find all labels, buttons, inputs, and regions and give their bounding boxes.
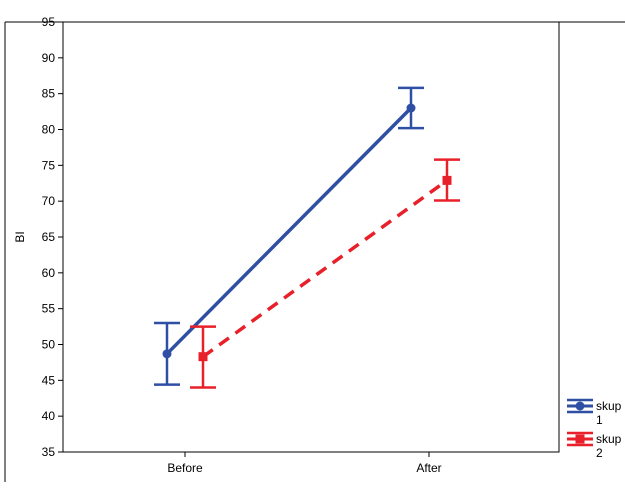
series-line-1 [165,106,413,356]
data-point [442,175,452,185]
y-tick-label: 45 [42,373,56,387]
y-tick-label: 65 [42,230,56,244]
x-tick-label: Before [167,461,203,475]
y-tick-label: 50 [42,338,56,352]
plot-area-frame [62,21,560,453]
y-tick-label: 90 [42,51,56,65]
data-point [198,352,208,362]
y-tick-label: 95 [42,15,56,29]
y-tick-label: 35 [42,445,56,459]
legend-marker [575,434,585,444]
series-layer [154,86,460,389]
y-tick-label: 75 [42,158,56,172]
y-tick-label: 80 [42,123,56,137]
axis-ticks: 35 40 45 50 55 60 65 70 75 80 85 90 95 Before After [42,15,442,475]
legend: skup 1 skup 2 [567,398,622,460]
y-tick-label: 60 [42,266,56,280]
y-tick-label: 55 [42,302,56,316]
data-point [406,103,416,113]
series-line-2 [201,178,449,359]
y-tick-label: 85 [42,87,56,101]
legend-marker [575,401,585,411]
legend-label: skup 1 [596,399,622,427]
legend-label: skup 2 [596,432,622,460]
y-tick-label: 40 [42,409,56,423]
y-tick-label: 70 [42,194,56,208]
x-tick-label: After [416,461,441,475]
data-point [162,349,172,359]
y-axis-label: BI [13,231,27,242]
